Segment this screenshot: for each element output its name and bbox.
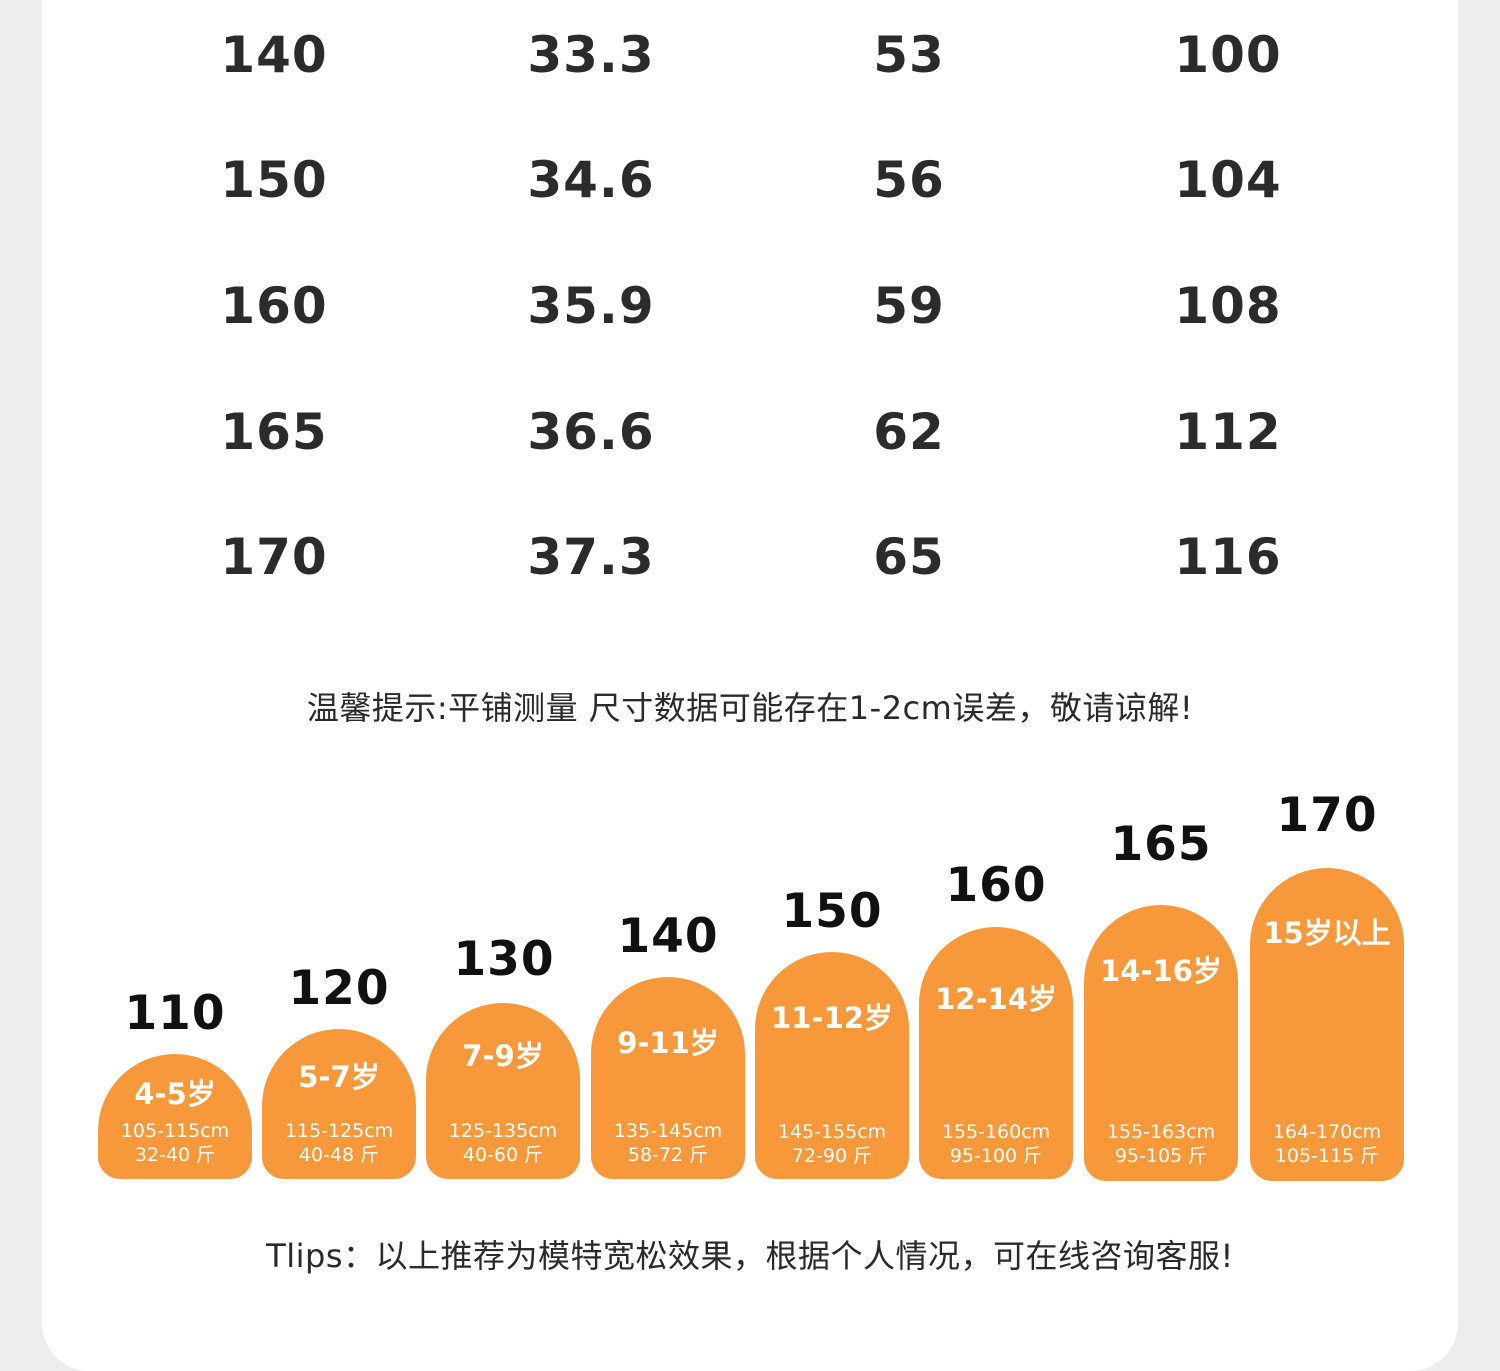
table-cell: 140 [220,26,328,84]
weight-range: 105-115 斤 [1274,1145,1380,1167]
age-range: 11-12岁 [771,1001,893,1035]
height-label: 170 [1276,788,1378,843]
height-label: 160 [945,858,1047,913]
age-size-guide: 110 4-5岁 105-115cm 32-40 斤 120 5-7岁 115-… [0,760,1500,1200]
table-cell: 160 [220,277,328,335]
height-range: 105-115cm [120,1120,230,1142]
height-range: 164-170cm [1272,1121,1382,1143]
table-cell: 33.3 [527,26,655,84]
height-range: 155-160cm [941,1121,1051,1143]
table-cell: 37.3 [527,528,655,586]
height-label: 110 [124,986,226,1041]
size-bump: 4-5岁 105-115cm 32-40 斤 [98,1054,252,1179]
size-bump: 7-9岁 125-135cm 40-60 斤 [426,1003,580,1179]
size-bump: 15岁以上 164-170cm 105-115 斤 [1250,868,1404,1181]
weight-range: 95-105 斤 [1114,1145,1208,1167]
age-range: 12-14岁 [935,982,1057,1016]
table-row: 160 35.9 59 108 [0,271,1500,341]
age-range: 14-16岁 [1100,954,1222,988]
table-cell: 112 [1174,403,1282,461]
table-row: 140 33.3 53 100 [0,20,1500,90]
table-row: 150 34.6 56 104 [0,145,1500,215]
size-bump: 11-12岁 145-155cm 72-90 斤 [755,952,909,1179]
weight-range: 58-72 斤 [627,1144,709,1166]
table-cell: 65 [873,528,945,586]
age-range: 7-9岁 [462,1039,544,1073]
height-range: 125-135cm [448,1120,558,1142]
weight-range: 95-100 斤 [949,1145,1043,1167]
table-cell: 59 [873,277,945,335]
weight-range: 72-90 斤 [791,1145,873,1167]
height-range: 155-163cm [1106,1121,1216,1143]
height-label: 140 [617,909,719,964]
table-cell: 170 [220,528,328,586]
size-bump: 9-11岁 135-145cm 58-72 斤 [591,977,745,1179]
size-bump: 12-14岁 155-160cm 95-100 斤 [919,927,1073,1179]
tips-note: Tlips：以上推荐为模特宽松效果，根据个人情况，可在线咨询客服! [266,1237,1234,1275]
age-range: 5-7岁 [298,1060,380,1094]
measurement-notice: 温馨提示:平铺测量 尺寸数据可能存在1-2cm误差，敬请谅解! [306,689,1194,727]
height-label: 150 [781,884,883,939]
weight-range: 40-60 斤 [462,1144,544,1166]
age-range: 4-5岁 [134,1077,216,1111]
weight-range: 32-40 斤 [134,1144,216,1166]
table-cell: 100 [1174,26,1282,84]
age-range: 15岁以上 [1263,916,1391,950]
table-cell: 35.9 [527,277,655,335]
height-range: 145-155cm [777,1121,887,1143]
table-cell: 34.6 [527,151,655,209]
weight-range: 40-48 斤 [298,1144,380,1166]
table-cell: 53 [873,26,945,84]
table-cell: 62 [873,403,945,461]
height-range: 115-125cm [284,1120,394,1142]
table-cell: 104 [1174,151,1282,209]
table-cell: 108 [1174,277,1282,335]
height-label: 165 [1110,817,1212,872]
size-table: 140 33.3 53 100 150 34.6 56 104 160 35.9… [0,0,1500,620]
table-cell: 116 [1174,528,1282,586]
table-cell: 36.6 [527,403,655,461]
table-cell: 56 [873,151,945,209]
age-range: 9-11岁 [617,1026,719,1060]
table-row: 170 37.3 65 116 [0,522,1500,592]
height-label: 120 [288,961,390,1016]
table-cell: 150 [220,151,328,209]
height-range: 135-145cm [613,1120,723,1142]
size-bump: 5-7岁 115-125cm 40-48 斤 [262,1029,416,1179]
table-cell: 165 [220,403,328,461]
height-label: 130 [453,932,555,987]
size-bump: 14-16岁 155-163cm 95-105 斤 [1084,905,1238,1181]
table-row: 165 36.6 62 112 [0,397,1500,467]
